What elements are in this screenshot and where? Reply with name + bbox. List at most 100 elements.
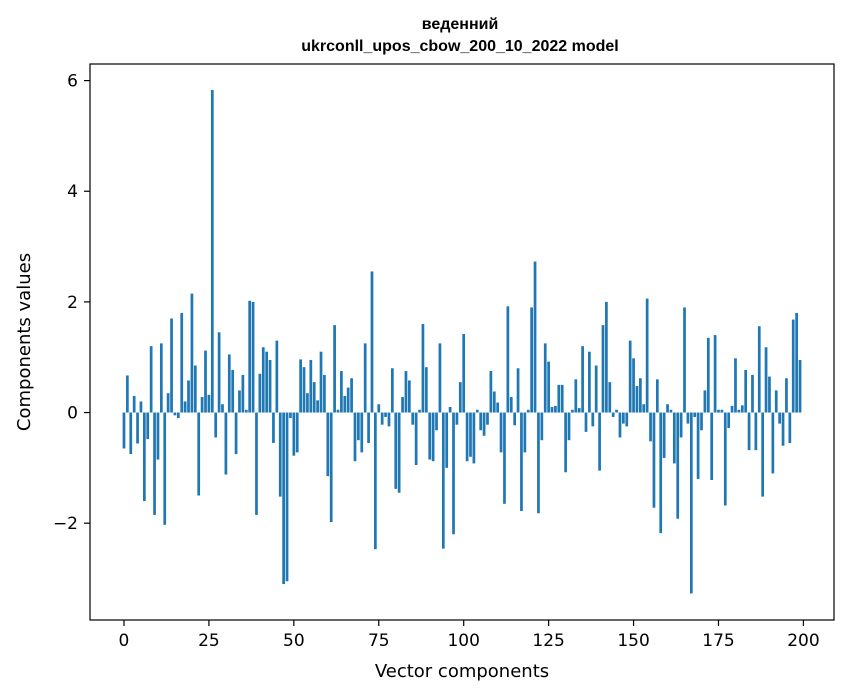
bar <box>340 371 343 413</box>
bar <box>513 412 517 426</box>
bar <box>547 361 550 413</box>
bar <box>649 412 652 442</box>
bar <box>669 409 673 413</box>
bar <box>516 368 520 413</box>
bar <box>625 412 629 427</box>
bar <box>683 307 686 413</box>
bar <box>316 400 319 413</box>
bar <box>336 409 340 413</box>
bar <box>557 384 561 413</box>
y-axis-ticks: −2 0 2 4 6 <box>53 72 90 534</box>
bar <box>781 412 785 446</box>
bar <box>302 367 306 413</box>
bar <box>170 318 173 413</box>
bar <box>346 387 350 413</box>
bar <box>628 340 632 413</box>
bar <box>771 412 775 474</box>
bar <box>679 412 683 438</box>
bar <box>509 397 513 413</box>
bar <box>149 346 153 413</box>
bar <box>601 325 605 413</box>
bar <box>591 412 595 427</box>
bar <box>499 412 503 453</box>
bar <box>554 405 557 413</box>
bar <box>734 358 737 413</box>
bar <box>391 368 394 413</box>
bar <box>136 412 139 444</box>
bar <box>479 412 483 431</box>
bar <box>343 395 347 413</box>
x-tick-label: 175 <box>702 631 734 651</box>
y-tick-label: 4 <box>67 182 78 202</box>
bar <box>713 335 717 413</box>
bar <box>703 390 707 413</box>
bar <box>190 293 194 413</box>
bar <box>655 379 659 413</box>
bar <box>761 412 765 497</box>
bar <box>496 402 500 413</box>
bar <box>567 412 571 441</box>
bar <box>530 307 533 413</box>
bar <box>289 412 292 419</box>
bar <box>129 412 133 455</box>
bar <box>401 397 404 413</box>
bar <box>357 412 360 441</box>
bar <box>550 407 554 413</box>
y-tick-label: 0 <box>67 404 78 424</box>
bar <box>285 412 289 582</box>
bar <box>489 371 493 413</box>
bar <box>693 412 697 417</box>
bar <box>455 412 459 425</box>
bar <box>404 371 408 413</box>
bar <box>791 319 795 413</box>
bar <box>265 351 269 413</box>
bar <box>323 374 326 413</box>
bar <box>581 346 584 413</box>
bar <box>727 412 731 429</box>
bar <box>217 332 221 413</box>
bar <box>615 409 618 413</box>
bar <box>282 412 285 585</box>
bar <box>204 350 207 413</box>
bar <box>251 301 255 413</box>
bar <box>234 412 238 455</box>
bar <box>503 412 506 504</box>
x-tick-label: 100 <box>447 631 479 651</box>
bar <box>411 412 415 425</box>
bar <box>652 412 656 508</box>
bar <box>730 405 734 413</box>
bar <box>210 90 214 413</box>
y-axis-label: Components values <box>14 253 35 431</box>
bar <box>126 375 129 413</box>
bar <box>472 412 476 464</box>
bars-group <box>122 90 802 594</box>
bar <box>571 409 574 413</box>
x-tick-label: 25 <box>198 631 220 651</box>
bar <box>387 412 391 427</box>
bar <box>200 397 204 413</box>
bar <box>261 347 265 413</box>
bar <box>768 376 771 413</box>
bar <box>710 412 714 481</box>
x-tick-label: 200 <box>787 631 819 651</box>
bar <box>326 412 330 477</box>
bar <box>197 412 201 496</box>
bar <box>312 382 316 413</box>
bar <box>122 412 126 449</box>
bar <box>407 380 411 413</box>
bar <box>248 300 252 413</box>
bar <box>526 409 530 413</box>
bar <box>798 359 802 413</box>
bar <box>377 404 381 413</box>
bar <box>238 390 241 413</box>
bar <box>475 409 479 413</box>
bar <box>717 409 720 413</box>
bar <box>159 343 163 413</box>
bar <box>747 412 751 451</box>
bar <box>428 412 432 460</box>
bar <box>374 412 377 550</box>
bar <box>635 385 639 413</box>
x-tick-label: 125 <box>532 631 564 651</box>
bar <box>645 298 649 413</box>
x-axis-label: Vector components <box>375 661 549 682</box>
